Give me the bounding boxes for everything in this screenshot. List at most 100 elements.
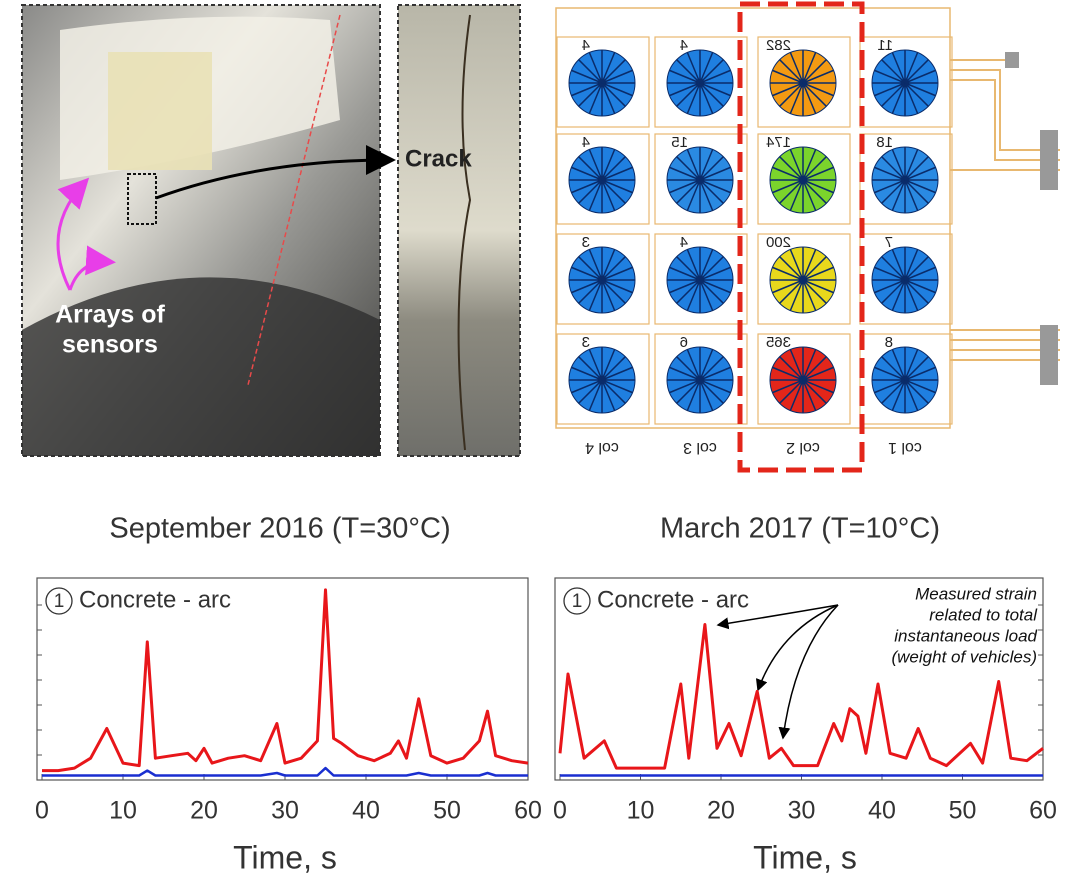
sensor-spoke: [779, 156, 804, 181]
sensor-spoke: [699, 349, 714, 381]
sensor-hub: [597, 375, 607, 385]
sensor-spoke: [779, 279, 804, 304]
sensor-spoke: [881, 179, 906, 204]
sensor-spoke: [601, 256, 626, 281]
sensor-spoke: [789, 279, 804, 311]
sensor-spoke: [588, 52, 603, 84]
cell: [556, 233, 650, 325]
sensor-spoke: [699, 256, 724, 281]
sensor-spoke: [699, 69, 731, 84]
sensor-hub: [597, 78, 607, 88]
sensor-spoke: [789, 379, 804, 411]
sensor-spoke: [571, 82, 603, 97]
sensor-spoke: [789, 349, 804, 381]
sensor-spoke: [578, 279, 603, 304]
sensor-spoke: [779, 379, 804, 404]
sensor-value: 3: [582, 334, 590, 351]
sensor-value: 11: [877, 37, 893, 54]
sensor-spoke: [881, 59, 906, 84]
sensor-spoke: [779, 82, 804, 107]
sensor-spoke: [904, 379, 919, 411]
sensor-spoke: [891, 349, 906, 381]
sensor-hub: [695, 375, 705, 385]
marker-circle: [45, 587, 73, 615]
series-line: [42, 766, 528, 777]
sensor-spoke: [874, 279, 906, 294]
sensor-hub: [695, 175, 705, 185]
sensor-spoke: [881, 256, 906, 281]
crack-label: Crack: [405, 145, 472, 172]
sensor-spoke: [601, 166, 633, 181]
sensor-spoke: [802, 379, 817, 411]
sensor-hub: [695, 78, 705, 88]
sensor-spoke: [601, 379, 633, 394]
sensor-spoke: [578, 356, 603, 381]
sensor-spoke: [772, 279, 804, 294]
sensor-spoke: [802, 156, 827, 181]
sensor-spoke: [881, 82, 906, 107]
sensor-spoke: [669, 179, 701, 194]
sensor-spoke: [601, 379, 626, 404]
sensor-spoke: [601, 266, 633, 281]
sensor-spoke: [578, 179, 603, 204]
sensor-spoke: [699, 179, 714, 211]
sensor-spoke: [601, 69, 633, 84]
sensor-spoke: [904, 266, 936, 281]
sensor-value: 3: [582, 234, 590, 251]
sensor-spoke: [772, 366, 804, 381]
sensor-spoke: [802, 179, 834, 194]
sensor-spoke: [686, 249, 701, 281]
sensor-spoke: [676, 59, 701, 84]
cell: [556, 333, 650, 425]
sensor-spoke: [904, 279, 929, 304]
sensor-spoke: [676, 156, 701, 181]
x-tick-label: 10: [627, 797, 655, 825]
sensor-spoke: [904, 179, 919, 211]
cell: [859, 333, 953, 425]
marker: 1: [572, 591, 583, 612]
x-tick-label: 20: [707, 797, 735, 825]
x-tick-label: 30: [271, 797, 299, 825]
sensor-spoke: [779, 59, 804, 84]
sensor-value: 200: [766, 234, 791, 251]
cell: [757, 36, 851, 128]
sensor-hub: [798, 175, 808, 185]
sensor-spoke: [874, 82, 906, 97]
sensor-value: 4: [680, 234, 688, 251]
sensor-spoke: [904, 82, 929, 107]
sensor-spoke: [669, 166, 701, 181]
annotation: related to total: [929, 605, 1038, 624]
sensor-spoke: [578, 59, 603, 84]
x-tick-label: 20: [190, 797, 218, 825]
sensor-board: 4 4 282 11 4 15 174 18 3 4 200 7 3 6 365 8 col 4 col 3 col…: [555, 1, 1060, 473]
sensor-spoke: [699, 149, 714, 181]
sensor-spoke: [891, 379, 906, 411]
zoom-arrow: [155, 145, 396, 200]
column-label: col 4: [585, 439, 619, 456]
sensor-label: Arrays of: [55, 301, 165, 329]
sensor-spoke: [699, 379, 731, 394]
sensor-spoke: [588, 279, 603, 311]
sensor-value: 365: [766, 334, 791, 351]
sensor-spoke: [802, 279, 834, 294]
sensor-spoke: [881, 279, 906, 304]
plot-frame: [554, 577, 1044, 781]
sensor-spoke: [891, 249, 906, 281]
sensor-spoke: [789, 149, 804, 181]
cell: [757, 233, 851, 325]
sensor-value: 282: [766, 37, 791, 54]
sensor-spoke: [699, 179, 731, 194]
sensor-spoke: [699, 266, 731, 281]
sensor-spoke: [601, 156, 626, 181]
sensor-spoke: [779, 256, 804, 281]
sensor-spoke: [699, 82, 714, 114]
chart-title: March 2017 (T=10°C): [660, 513, 940, 545]
sensor-spoke: [676, 82, 701, 107]
cell: [654, 36, 748, 128]
sensor-spoke: [686, 179, 701, 211]
sensor-value: 4: [680, 37, 688, 54]
sensor-spoke: [904, 59, 929, 84]
column-label: col 3: [683, 439, 717, 456]
sensor-spoke: [686, 82, 701, 114]
sensor-spoke: [772, 266, 804, 281]
